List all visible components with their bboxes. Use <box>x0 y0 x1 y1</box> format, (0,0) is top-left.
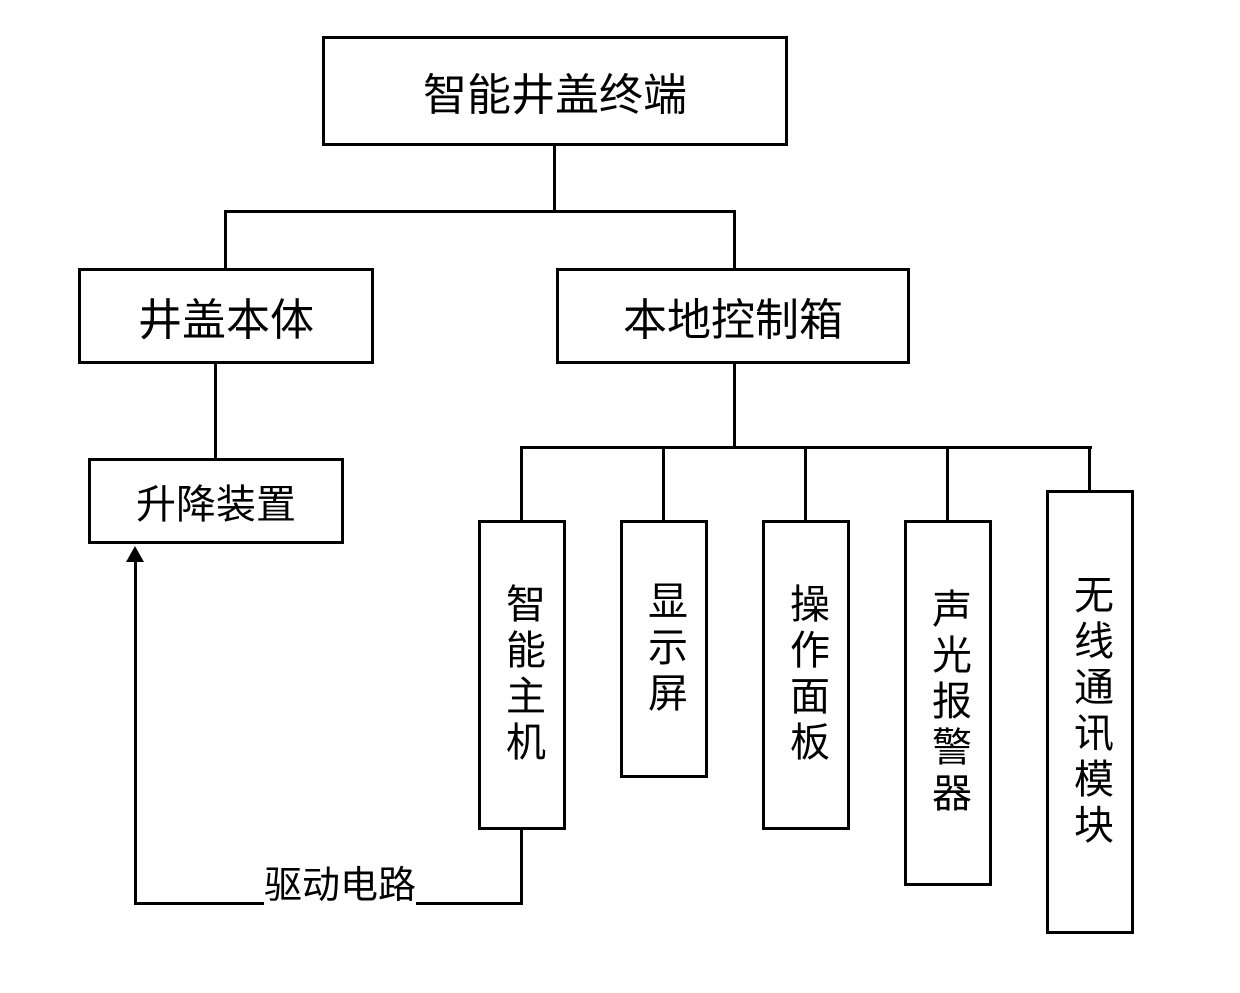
node-smart-host: 智能主机 <box>478 520 566 830</box>
connector <box>553 146 556 210</box>
connector-feedback <box>520 830 523 902</box>
node-display-label: 显示屏 <box>635 580 693 718</box>
node-smart-host-label: 智能主机 <box>493 583 551 767</box>
connector <box>733 364 736 446</box>
edge-label-drive-circuit: 驱动电路 <box>264 854 416 909</box>
diagram-root: 智能井盖终端 井盖本体 本地控制箱 升降装置 智能主机 显示屏 操作面板 声光报… <box>0 0 1240 993</box>
node-panel: 操作面板 <box>762 520 850 830</box>
node-lift-device: 升降装置 <box>88 458 344 544</box>
edge-label-text: 驱动电路 <box>264 865 416 907</box>
node-root: 智能井盖终端 <box>322 36 788 146</box>
node-control-box: 本地控制箱 <box>556 268 910 364</box>
connector <box>946 446 949 520</box>
node-root-label: 智能井盖终端 <box>423 59 687 123</box>
connector <box>224 210 736 213</box>
node-wireless-label: 无线通讯模块 <box>1061 574 1119 850</box>
node-wireless: 无线通讯模块 <box>1046 490 1134 934</box>
connector <box>214 364 217 458</box>
node-alarm: 声光报警器 <box>904 520 992 886</box>
node-panel-label: 操作面板 <box>777 583 835 767</box>
connector <box>224 210 227 268</box>
node-control-box-label: 本地控制箱 <box>623 284 843 348</box>
node-alarm-label: 声光报警器 <box>919 588 977 818</box>
connector <box>1088 446 1091 490</box>
node-display: 显示屏 <box>620 520 708 778</box>
node-cover-body: 井盖本体 <box>78 268 374 364</box>
connector-feedback <box>134 560 137 905</box>
node-cover-body-label: 井盖本体 <box>138 284 314 348</box>
connector <box>733 210 736 268</box>
connector <box>520 446 523 520</box>
connector <box>662 446 665 520</box>
node-lift-device-label: 升降装置 <box>136 472 296 530</box>
arrow-up-icon <box>126 546 144 562</box>
connector <box>804 446 807 520</box>
